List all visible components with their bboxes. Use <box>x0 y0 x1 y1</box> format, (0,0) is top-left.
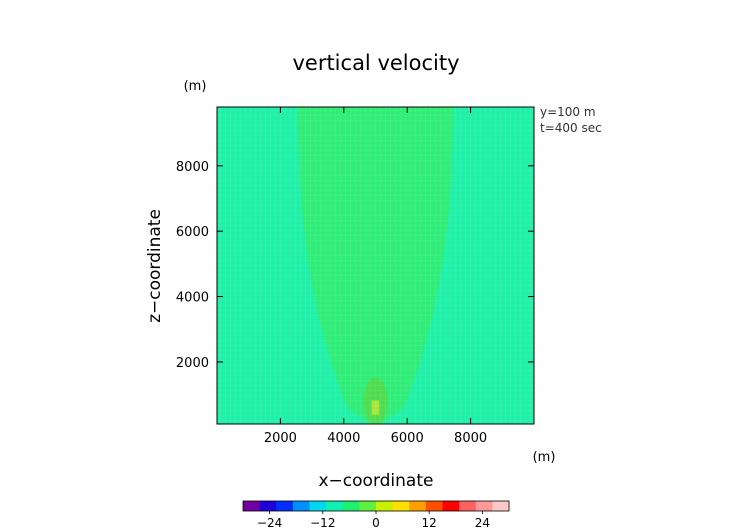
y-tick-label: 4000 <box>176 291 209 306</box>
colorbar-swatch <box>243 501 261 511</box>
y-axis: 2000 4000 6000 8000 <box>176 160 534 371</box>
y-tick-label: 8000 <box>176 160 209 175</box>
y-tick-label: 2000 <box>176 356 209 371</box>
x-tick-label: 8000 <box>454 431 487 446</box>
colorbar-swatch <box>292 501 310 511</box>
colorbar-swatch <box>326 501 344 511</box>
colorbar-tick-label: 0 <box>372 516 380 530</box>
colorbar-swatch <box>459 501 477 511</box>
colorbar-swatch <box>409 501 427 511</box>
colorbar-swatch <box>259 501 277 511</box>
colorbar-swatch <box>425 501 443 511</box>
x-axis: 2000 4000 6000 8000 <box>264 107 487 446</box>
x-tick-label: 6000 <box>391 431 424 446</box>
colorbar-swatch <box>392 501 410 511</box>
colorbar-swatch <box>475 501 493 511</box>
colorbar-swatch <box>342 501 360 511</box>
colorbar-tick-label: 12 <box>422 516 437 530</box>
x-tick-label: 2000 <box>264 431 297 446</box>
colorbar: −24 −12 0 12 24 <box>242 500 510 530</box>
time-annotation-t: t=400 sec <box>540 121 602 135</box>
colorbar-tick-label: −12 <box>310 516 335 530</box>
colorbar-swatch <box>442 501 460 511</box>
plot-frame <box>216 106 535 425</box>
grid-overlay <box>217 107 534 424</box>
colorbar-swatch <box>309 501 327 511</box>
colorbar-swatch <box>359 501 377 511</box>
y-axis-label: z−coordinate <box>145 209 165 323</box>
y-tick-label: 6000 <box>176 225 209 240</box>
colorbar-swatch <box>276 501 294 511</box>
colorbar-tick-label: 24 <box>475 516 490 530</box>
colorbar-tick-label: −24 <box>257 516 282 530</box>
x-tick-label: 4000 <box>327 431 360 446</box>
chart-title: vertical velocity <box>292 51 459 75</box>
colorbar-swatch <box>376 501 394 511</box>
x-axis-label: x−coordinate <box>319 471 434 491</box>
plot-area <box>217 107 534 424</box>
y-unit-label: (m) <box>184 79 207 94</box>
colorbar-swatch <box>492 501 510 511</box>
x-unit-label: (m) <box>533 450 556 465</box>
time-annotation-y: y=100 m <box>540 105 596 119</box>
